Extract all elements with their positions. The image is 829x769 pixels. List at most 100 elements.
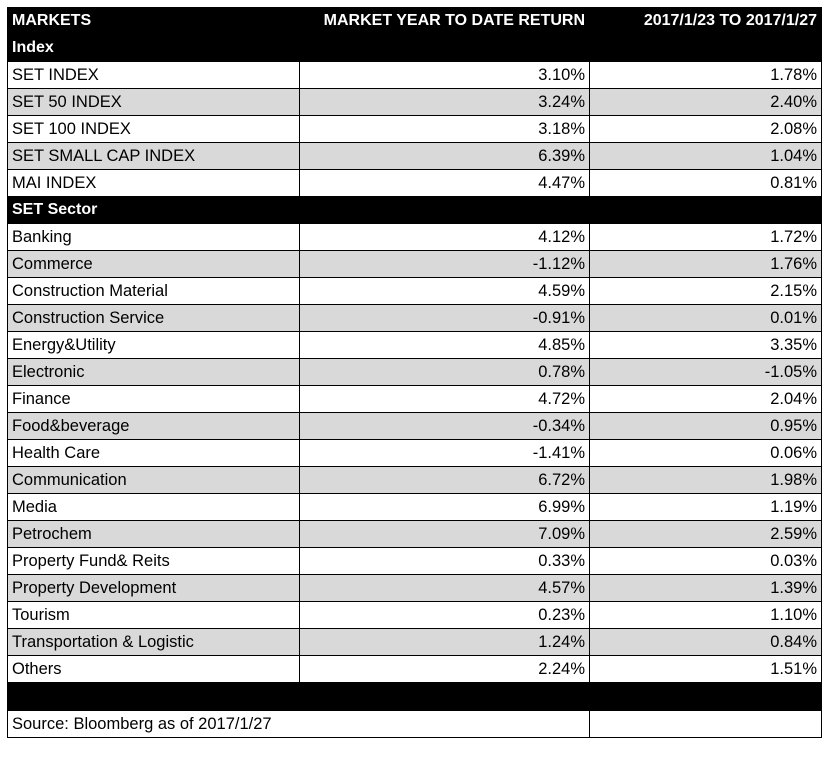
table-row: SET SMALL CAP INDEX 6.39% 1.04% [7,142,822,170]
week-return-cell: 1.72% [589,223,822,251]
ytd-return-cell: 0.23% [299,601,590,629]
market-name-cell: Media [7,493,300,521]
ytd-return-cell: 0.33% [299,547,590,575]
ytd-return-cell: 6.72% [299,466,590,494]
spacer-row [7,682,822,711]
table-row: Communication 6.72% 1.98% [7,466,822,494]
market-name-cell: Finance [7,385,300,413]
table-row: Property Development 4.57% 1.39% [7,574,822,602]
table-row: Property Fund& Reits 0.33% 0.03% [7,547,822,575]
ytd-return-cell: 4.47% [299,169,590,197]
ytd-return-cell: 4.57% [299,574,590,602]
table-row: Transportation & Logistic 1.24% 0.84% [7,628,822,656]
header-week-range: 2017/1/23 TO 2017/1/27 [589,7,822,35]
market-name-cell: MAI INDEX [7,169,300,197]
week-return-cell: 1.39% [589,574,822,602]
market-returns-table: MARKETS MARKET YEAR TO DATE RETURN 2017/… [7,7,822,738]
market-name-cell: Construction Material [7,277,300,305]
ytd-return-cell: 7.09% [299,520,590,548]
ytd-return-cell: 3.18% [299,115,590,143]
ytd-return-cell: -1.12% [299,250,590,278]
week-return-cell: 1.98% [589,466,822,494]
market-name-cell: Electronic [7,358,300,386]
header-markets: MARKETS [7,7,300,35]
week-return-cell: 2.40% [589,88,822,116]
table-row: Construction Material 4.59% 2.15% [7,277,822,305]
ytd-return-cell: 3.24% [299,88,590,116]
ytd-return-cell: 2.24% [299,655,590,683]
market-name-cell: Food&beverage [7,412,300,440]
table-row: Electronic 0.78% -1.05% [7,358,822,386]
section-header-row: Index [7,34,822,62]
ytd-return-cell: 4.72% [299,385,590,413]
section-title: SET Sector [7,196,822,224]
table-row: Energy&Utility 4.85% 3.35% [7,331,822,359]
week-return-cell: 1.10% [589,601,822,629]
ytd-return-cell: 4.85% [299,331,590,359]
table-row: Petrochem 7.09% 2.59% [7,520,822,548]
ytd-return-cell: 1.24% [299,628,590,656]
table-row: Food&beverage -0.34% 0.95% [7,412,822,440]
ytd-return-cell: 6.99% [299,493,590,521]
source-row: Source: Bloomberg as of 2017/1/27 [7,710,822,738]
week-return-cell: 0.84% [589,628,822,656]
week-return-cell: 0.95% [589,412,822,440]
week-return-cell: 2.15% [589,277,822,305]
ytd-return-cell: 6.39% [299,142,590,170]
table-row: Finance 4.72% 2.04% [7,385,822,413]
spacer-cell [7,682,822,711]
market-name-cell: SET INDEX [7,61,300,89]
market-name-cell: Commerce [7,250,300,278]
week-return-cell: 3.35% [589,331,822,359]
section-header-row: SET Sector [7,196,822,224]
market-name-cell: Others [7,655,300,683]
week-return-cell: 1.19% [589,493,822,521]
table-row: Media 6.99% 1.19% [7,493,822,521]
ytd-return-cell: 0.78% [299,358,590,386]
week-return-cell: 0.06% [589,439,822,467]
table-row: Health Care -1.41% 0.06% [7,439,822,467]
market-name-cell: Communication [7,466,300,494]
ytd-return-cell: 4.12% [299,223,590,251]
table-row: Commerce -1.12% 1.76% [7,250,822,278]
week-return-cell: 0.03% [589,547,822,575]
market-returns-sheet: MARKETS MARKET YEAR TO DATE RETURN 2017/… [7,7,822,738]
market-name-cell: Petrochem [7,520,300,548]
table-row: SET 50 INDEX 3.24% 2.40% [7,88,822,116]
header-ytd-return: MARKET YEAR TO DATE RETURN [299,7,590,35]
ytd-return-cell: -0.34% [299,412,590,440]
table-row: Tourism 0.23% 1.10% [7,601,822,629]
market-name-cell: Property Development [7,574,300,602]
source-note: Source: Bloomberg as of 2017/1/27 [7,710,590,738]
table-row: SET 100 INDEX 3.18% 2.08% [7,115,822,143]
table-row: MAI INDEX 4.47% 0.81% [7,169,822,197]
market-name-cell: Construction Service [7,304,300,332]
market-name-cell: SET SMALL CAP INDEX [7,142,300,170]
market-name-cell: SET 50 INDEX [7,88,300,116]
table-row: Others 2.24% 1.51% [7,655,822,683]
week-return-cell: 1.76% [589,250,822,278]
market-name-cell: Tourism [7,601,300,629]
market-name-cell: Energy&Utility [7,331,300,359]
week-return-cell: 0.81% [589,169,822,197]
table-row: SET INDEX 3.10% 1.78% [7,61,822,89]
ytd-return-cell: -0.91% [299,304,590,332]
market-name-cell: Transportation & Logistic [7,628,300,656]
header-row: MARKETS MARKET YEAR TO DATE RETURN 2017/… [7,7,822,35]
market-name-cell: Health Care [7,439,300,467]
week-return-cell: 2.08% [589,115,822,143]
week-return-cell: 1.04% [589,142,822,170]
week-return-cell: 1.51% [589,655,822,683]
market-name-cell: Banking [7,223,300,251]
ytd-return-cell: 4.59% [299,277,590,305]
week-return-cell: -1.05% [589,358,822,386]
week-return-cell: 2.04% [589,385,822,413]
table-row: Banking 4.12% 1.72% [7,223,822,251]
section-title: Index [7,34,822,62]
table-row: Construction Service -0.91% 0.01% [7,304,822,332]
market-name-cell: SET 100 INDEX [7,115,300,143]
week-return-cell: 0.01% [589,304,822,332]
ytd-return-cell: 3.10% [299,61,590,89]
week-return-cell: 1.78% [589,61,822,89]
week-return-cell: 2.59% [589,520,822,548]
